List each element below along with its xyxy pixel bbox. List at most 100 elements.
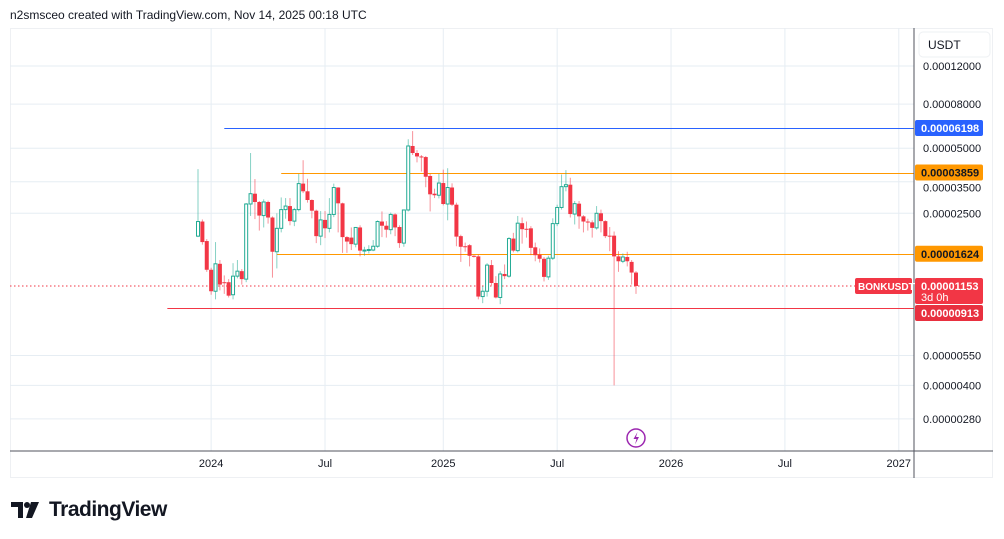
candle[interactable] xyxy=(204,239,209,272)
candle[interactable] xyxy=(406,139,411,212)
candle[interactable] xyxy=(445,168,450,221)
candle[interactable] xyxy=(248,153,253,216)
candle[interactable] xyxy=(239,269,244,285)
candle[interactable] xyxy=(634,271,638,294)
candle[interactable] xyxy=(489,260,494,286)
candle[interactable] xyxy=(349,227,354,251)
candle[interactable] xyxy=(616,251,621,272)
candle[interactable] xyxy=(301,160,306,194)
candle[interactable] xyxy=(524,221,529,238)
candle[interactable] xyxy=(217,260,222,291)
candle[interactable] xyxy=(594,206,599,230)
candle[interactable] xyxy=(559,174,564,210)
candle[interactable] xyxy=(550,218,555,261)
candle[interactable] xyxy=(520,217,525,244)
candle[interactable] xyxy=(309,199,314,219)
currency-button[interactable] xyxy=(918,31,991,58)
candle[interactable] xyxy=(493,276,498,299)
candle[interactable] xyxy=(572,200,577,225)
candle[interactable] xyxy=(366,245,371,254)
candle[interactable] xyxy=(577,200,582,229)
candle[interactable] xyxy=(450,183,455,207)
candle[interactable] xyxy=(511,232,516,253)
candle[interactable] xyxy=(257,200,262,231)
candle[interactable] xyxy=(379,211,384,238)
candle[interactable] xyxy=(287,198,292,226)
candle[interactable] xyxy=(283,198,288,219)
candle[interactable] xyxy=(353,226,358,248)
candle[interactable] xyxy=(344,236,349,253)
candle[interactable] xyxy=(375,220,380,248)
candle[interactable] xyxy=(371,240,376,252)
candle[interactable] xyxy=(415,150,419,163)
candle[interactable] xyxy=(401,209,406,247)
candle[interactable] xyxy=(471,255,476,258)
candle[interactable] xyxy=(196,169,200,238)
candle[interactable] xyxy=(546,255,551,280)
candle[interactable] xyxy=(209,267,214,295)
candle[interactable] xyxy=(542,256,547,282)
candle[interactable] xyxy=(585,218,590,231)
candle[interactable] xyxy=(318,211,323,246)
candle[interactable] xyxy=(590,220,595,238)
candle[interactable] xyxy=(563,170,568,192)
candle[interactable] xyxy=(612,231,617,386)
candle[interactable] xyxy=(200,219,205,245)
candle[interactable] xyxy=(388,212,393,235)
candle[interactable] xyxy=(463,242,468,252)
candle[interactable] xyxy=(498,271,503,305)
candle[interactable] xyxy=(331,183,336,218)
candle[interactable] xyxy=(467,244,472,267)
candle[interactable] xyxy=(384,221,389,238)
candle[interactable] xyxy=(506,237,511,278)
candle[interactable] xyxy=(555,204,560,227)
candle[interactable] xyxy=(362,246,367,256)
candle[interactable] xyxy=(629,260,634,285)
lightning-event-icon[interactable] xyxy=(626,428,646,448)
candle[interactable] xyxy=(279,197,284,233)
candle[interactable] xyxy=(231,263,236,300)
candle[interactable] xyxy=(235,260,240,279)
candle[interactable] xyxy=(441,169,446,206)
candle[interactable] xyxy=(454,202,459,247)
candle[interactable] xyxy=(314,209,319,244)
candle[interactable] xyxy=(266,200,271,224)
candle[interactable] xyxy=(323,211,328,239)
candle[interactable] xyxy=(458,234,463,262)
candle[interactable] xyxy=(358,225,363,257)
candle[interactable] xyxy=(397,225,402,248)
candle[interactable] xyxy=(620,253,625,264)
candle[interactable] xyxy=(296,173,301,212)
candle[interactable] xyxy=(419,155,424,172)
candle[interactable] xyxy=(476,254,481,300)
candle[interactable] xyxy=(436,173,441,199)
candle[interactable] xyxy=(603,220,608,239)
candle[interactable] xyxy=(222,275,227,294)
candle[interactable] xyxy=(428,173,433,212)
candle[interactable] xyxy=(581,215,586,233)
candle[interactable] xyxy=(274,213,279,269)
candle[interactable] xyxy=(252,179,257,220)
candle[interactable] xyxy=(410,131,415,156)
candle[interactable] xyxy=(393,213,398,237)
candle[interactable] xyxy=(515,215,520,253)
candle[interactable] xyxy=(261,199,266,228)
candle[interactable] xyxy=(292,207,297,227)
candle[interactable] xyxy=(213,242,218,300)
candle[interactable] xyxy=(502,264,507,280)
candle[interactable] xyxy=(340,202,345,253)
candle[interactable] xyxy=(607,227,612,252)
candle[interactable] xyxy=(226,279,231,298)
candle[interactable] xyxy=(598,209,603,233)
candle[interactable] xyxy=(423,156,428,188)
candle[interactable] xyxy=(485,263,490,297)
candle[interactable] xyxy=(480,286,485,304)
candle[interactable] xyxy=(336,187,341,233)
candle[interactable] xyxy=(244,202,249,283)
candle[interactable] xyxy=(327,198,332,233)
candle[interactable] xyxy=(533,242,538,262)
candle[interactable] xyxy=(305,178,310,203)
candle[interactable] xyxy=(270,216,275,278)
candle[interactable] xyxy=(537,248,542,263)
